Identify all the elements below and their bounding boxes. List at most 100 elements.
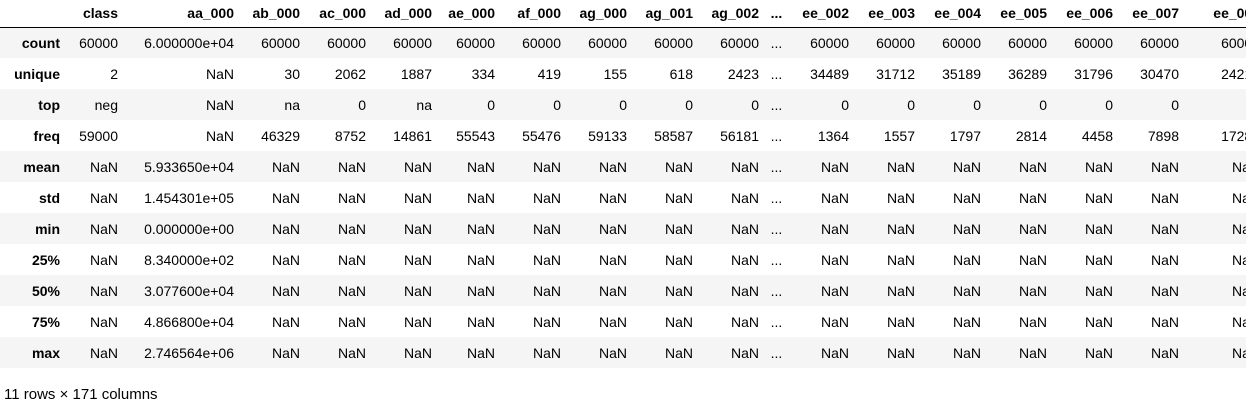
- row-index-label: std: [39, 189, 60, 206]
- table-cell: NaN: [403, 189, 432, 206]
- table-cell: 60000: [1221, 34, 1246, 51]
- table-cell: NaN: [466, 313, 495, 330]
- table-cell: NaN: [1018, 220, 1047, 237]
- table-cell: 8.340000e+02: [144, 251, 234, 268]
- table-cell: NaN: [89, 158, 118, 175]
- table-cell: NaN: [1231, 158, 1246, 175]
- table-cell: NaN: [466, 189, 495, 206]
- table-cell: NaN: [1084, 251, 1113, 268]
- row-index-label: unique: [14, 65, 60, 82]
- table-cell: NaN: [271, 344, 300, 361]
- table-cell: NaN: [532, 220, 561, 237]
- table-cell: NaN: [1150, 344, 1179, 361]
- column-header: ag_001: [633, 0, 699, 28]
- column-header: ee_003: [855, 0, 921, 28]
- dataframe-output: class aa_000 ab_000 ac_000 ad_000 ae_000 af_00…: [0, 0, 1246, 361]
- table-cell: NaN: [730, 282, 759, 299]
- table-cell: NaN: [730, 189, 759, 206]
- table-cell: 0: [358, 96, 366, 113]
- table-cell-ellipsis: ...: [770, 65, 783, 82]
- table-cell: NaN: [886, 282, 915, 299]
- column-header: ab_000: [240, 0, 306, 28]
- table-cell-ellipsis: ...: [770, 251, 783, 268]
- table-cell: 30: [284, 65, 300, 82]
- table-row: 50% NaN 3.077600e+04 NaN NaN NaN NaN NaN NaN NaN N…: [0, 275, 1246, 306]
- table-cell: 1.454301e+05: [144, 189, 234, 206]
- table-cell: 0: [487, 96, 495, 113]
- table-cell: NaN: [1231, 189, 1246, 206]
- table-cell: NaN: [730, 344, 759, 361]
- row-index-label: count: [21, 34, 60, 51]
- table-cell: 5.933650e+04: [144, 158, 234, 175]
- table-cell: 4.866800e+04: [144, 313, 234, 330]
- row-index-label: 50%: [31, 282, 60, 299]
- table-cell: 60000: [810, 34, 849, 51]
- table-cell: 4458: [1081, 127, 1113, 144]
- table-cell: NaN: [205, 127, 234, 144]
- table-cell: NaN: [1084, 313, 1113, 330]
- table-cell: 14861: [393, 127, 432, 144]
- describe-table: class aa_000 ab_000 ac_000 ad_000 ae_000 af_00…: [0, 0, 1246, 361]
- table-cell-ellipsis: ...: [770, 282, 783, 299]
- table-cell: 0: [841, 96, 849, 113]
- column-header: aa_000: [124, 0, 240, 28]
- table-cell: NaN: [664, 189, 693, 206]
- table-cell: 1797: [949, 127, 981, 144]
- table-cell: NaN: [730, 220, 759, 237]
- table-cell: 60000: [720, 34, 759, 51]
- table-cell: NaN: [205, 65, 234, 82]
- table-cell: 0.000000e+00: [144, 220, 234, 237]
- table-cell: NaN: [466, 158, 495, 175]
- table-cell: NaN: [598, 220, 627, 237]
- column-header: ad_000: [372, 0, 438, 28]
- table-cell-ellipsis: ...: [770, 96, 783, 113]
- table-cell: 2062: [334, 65, 366, 82]
- table-cell: NaN: [664, 251, 693, 268]
- table-cell: 35189: [942, 65, 981, 82]
- column-header: class: [66, 0, 124, 28]
- table-cell: 0: [619, 96, 627, 113]
- table-row: freq 59000 NaN 46329 8752 14861 55543 55476 5913…: [0, 120, 1246, 151]
- table-cell: NaN: [1018, 282, 1047, 299]
- table-cell: NaN: [1150, 282, 1179, 299]
- table-cell: NaN: [730, 158, 759, 175]
- table-cell: NaN: [337, 189, 366, 206]
- column-header: ee_005: [987, 0, 1053, 28]
- table-cell: 58587: [654, 127, 693, 144]
- table-cell: NaN: [952, 313, 981, 330]
- table-cell: 31712: [876, 65, 915, 82]
- table-cell: NaN: [337, 313, 366, 330]
- table-cell: NaN: [532, 313, 561, 330]
- column-header: ee_004: [921, 0, 987, 28]
- table-cell: 2423: [727, 65, 759, 82]
- table-cell: 334: [471, 65, 495, 82]
- table-cell: NaN: [730, 313, 759, 330]
- table-cell: NaN: [598, 282, 627, 299]
- table-cell-ellipsis: ...: [770, 158, 783, 175]
- table-cell: NaN: [664, 282, 693, 299]
- row-index-label: freq: [33, 127, 60, 144]
- table-cell: NaN: [952, 220, 981, 237]
- table-cell: NaN: [1018, 344, 1047, 361]
- table-cell: NaN: [952, 344, 981, 361]
- table-cell: NaN: [532, 282, 561, 299]
- table-cell: 24214: [1221, 65, 1246, 82]
- table-cell: NaN: [1231, 282, 1246, 299]
- table-cell: NaN: [952, 251, 981, 268]
- column-header: ae_000: [438, 0, 501, 28]
- table-cell-ellipsis: ...: [770, 313, 783, 330]
- table-cell: NaN: [598, 251, 627, 268]
- table-cell: NaN: [1018, 251, 1047, 268]
- table-cell: NaN: [886, 158, 915, 175]
- table-cell: 17280: [1221, 127, 1246, 144]
- table-cell: NaN: [403, 282, 432, 299]
- table-row: 25% NaN 8.340000e+02 NaN NaN NaN NaN NaN NaN NaN N…: [0, 244, 1246, 275]
- table-cell: 60000: [1074, 34, 1113, 51]
- table-cell: NaN: [598, 189, 627, 206]
- table-cell: NaN: [337, 158, 366, 175]
- header-row: class aa_000 ab_000 ac_000 ad_000 ae_000 af_00…: [0, 0, 1246, 28]
- table-cell: NaN: [89, 344, 118, 361]
- table-cell: 618: [669, 65, 693, 82]
- table-header: class aa_000 ab_000 ac_000 ad_000 ae_000 af_00…: [0, 0, 1246, 28]
- table-cell: NaN: [886, 344, 915, 361]
